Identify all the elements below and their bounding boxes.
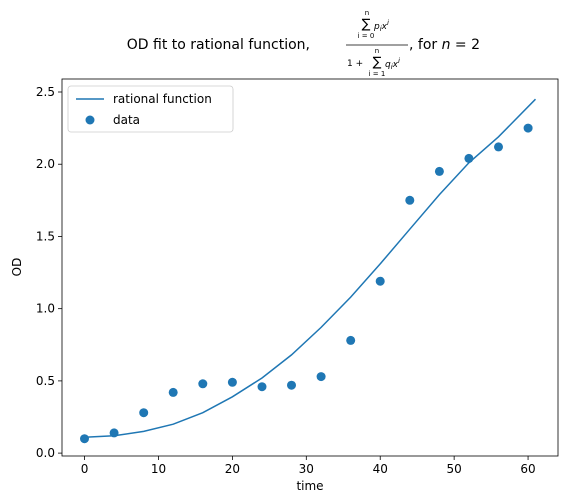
data-point: [464, 153, 474, 163]
y-tick-label: 2.5: [36, 85, 55, 99]
data-point: [227, 377, 237, 387]
data-point: [109, 428, 119, 438]
numerator-coefficient: pixi: [373, 19, 389, 33]
x-tick-label: 0: [81, 462, 89, 476]
x-tick-label: 60: [520, 462, 535, 476]
legend: rational function data: [67, 85, 234, 133]
legend-label-scatter: data: [113, 113, 140, 127]
data-point: [257, 382, 267, 392]
axis-ticks: 0 10 20 30 40 50 60 0.0 0.5 1.0 1.5 2.0 2.5: [36, 85, 536, 476]
denominator-sum-symbol: ∑: [373, 55, 382, 70]
y-tick-label: 2.0: [36, 157, 55, 171]
data-point: [139, 408, 149, 418]
legend-frame: [67, 85, 234, 133]
plot-area: [80, 98, 537, 444]
denominator-lower-limit: i = 1: [369, 70, 386, 78]
y-axis-label: OD: [10, 258, 24, 277]
data-point: [316, 372, 326, 382]
chart-title: OD fit to rational function, n ∑ i = 0 p…: [127, 9, 480, 78]
series-line-rational-function: [84, 98, 537, 438]
data-point: [168, 387, 178, 397]
y-tick-label: 0.0: [36, 446, 55, 460]
x-tick-label: 40: [373, 462, 388, 476]
x-tick-label: 50: [447, 462, 462, 476]
x-tick-label: 20: [225, 462, 240, 476]
legend-marker-swatch: [85, 115, 95, 125]
y-tick-label: 0.5: [36, 374, 55, 388]
title-suffix: , for n = 2: [409, 37, 480, 53]
data-point: [494, 142, 503, 152]
axes-frame: [61, 78, 559, 457]
numerator-upper-limit: n: [365, 9, 369, 17]
title-prefix: OD fit to rational function,: [127, 37, 310, 53]
data-point: [80, 434, 89, 444]
data-point: [434, 166, 444, 176]
data-point: [405, 195, 415, 205]
x-axis-label: time: [296, 479, 323, 493]
data-point: [523, 123, 533, 133]
numerator-sum-symbol: ∑: [362, 17, 371, 32]
data-point: [375, 276, 385, 286]
denominator-lead: 1 +: [347, 59, 363, 69]
denominator-upper-limit: n: [375, 47, 379, 55]
x-tick-label: 30: [299, 462, 314, 476]
data-point: [198, 379, 208, 389]
legend-label-line: rational function: [113, 92, 212, 106]
data-point: [346, 335, 356, 345]
denominator-coefficient: qixi: [385, 57, 400, 71]
data-point: [287, 380, 296, 390]
numerator-lower-limit: i = 0: [358, 32, 375, 40]
y-tick-label: 1.0: [36, 302, 55, 316]
y-tick-label: 1.5: [36, 229, 55, 243]
x-tick-label: 10: [151, 462, 166, 476]
